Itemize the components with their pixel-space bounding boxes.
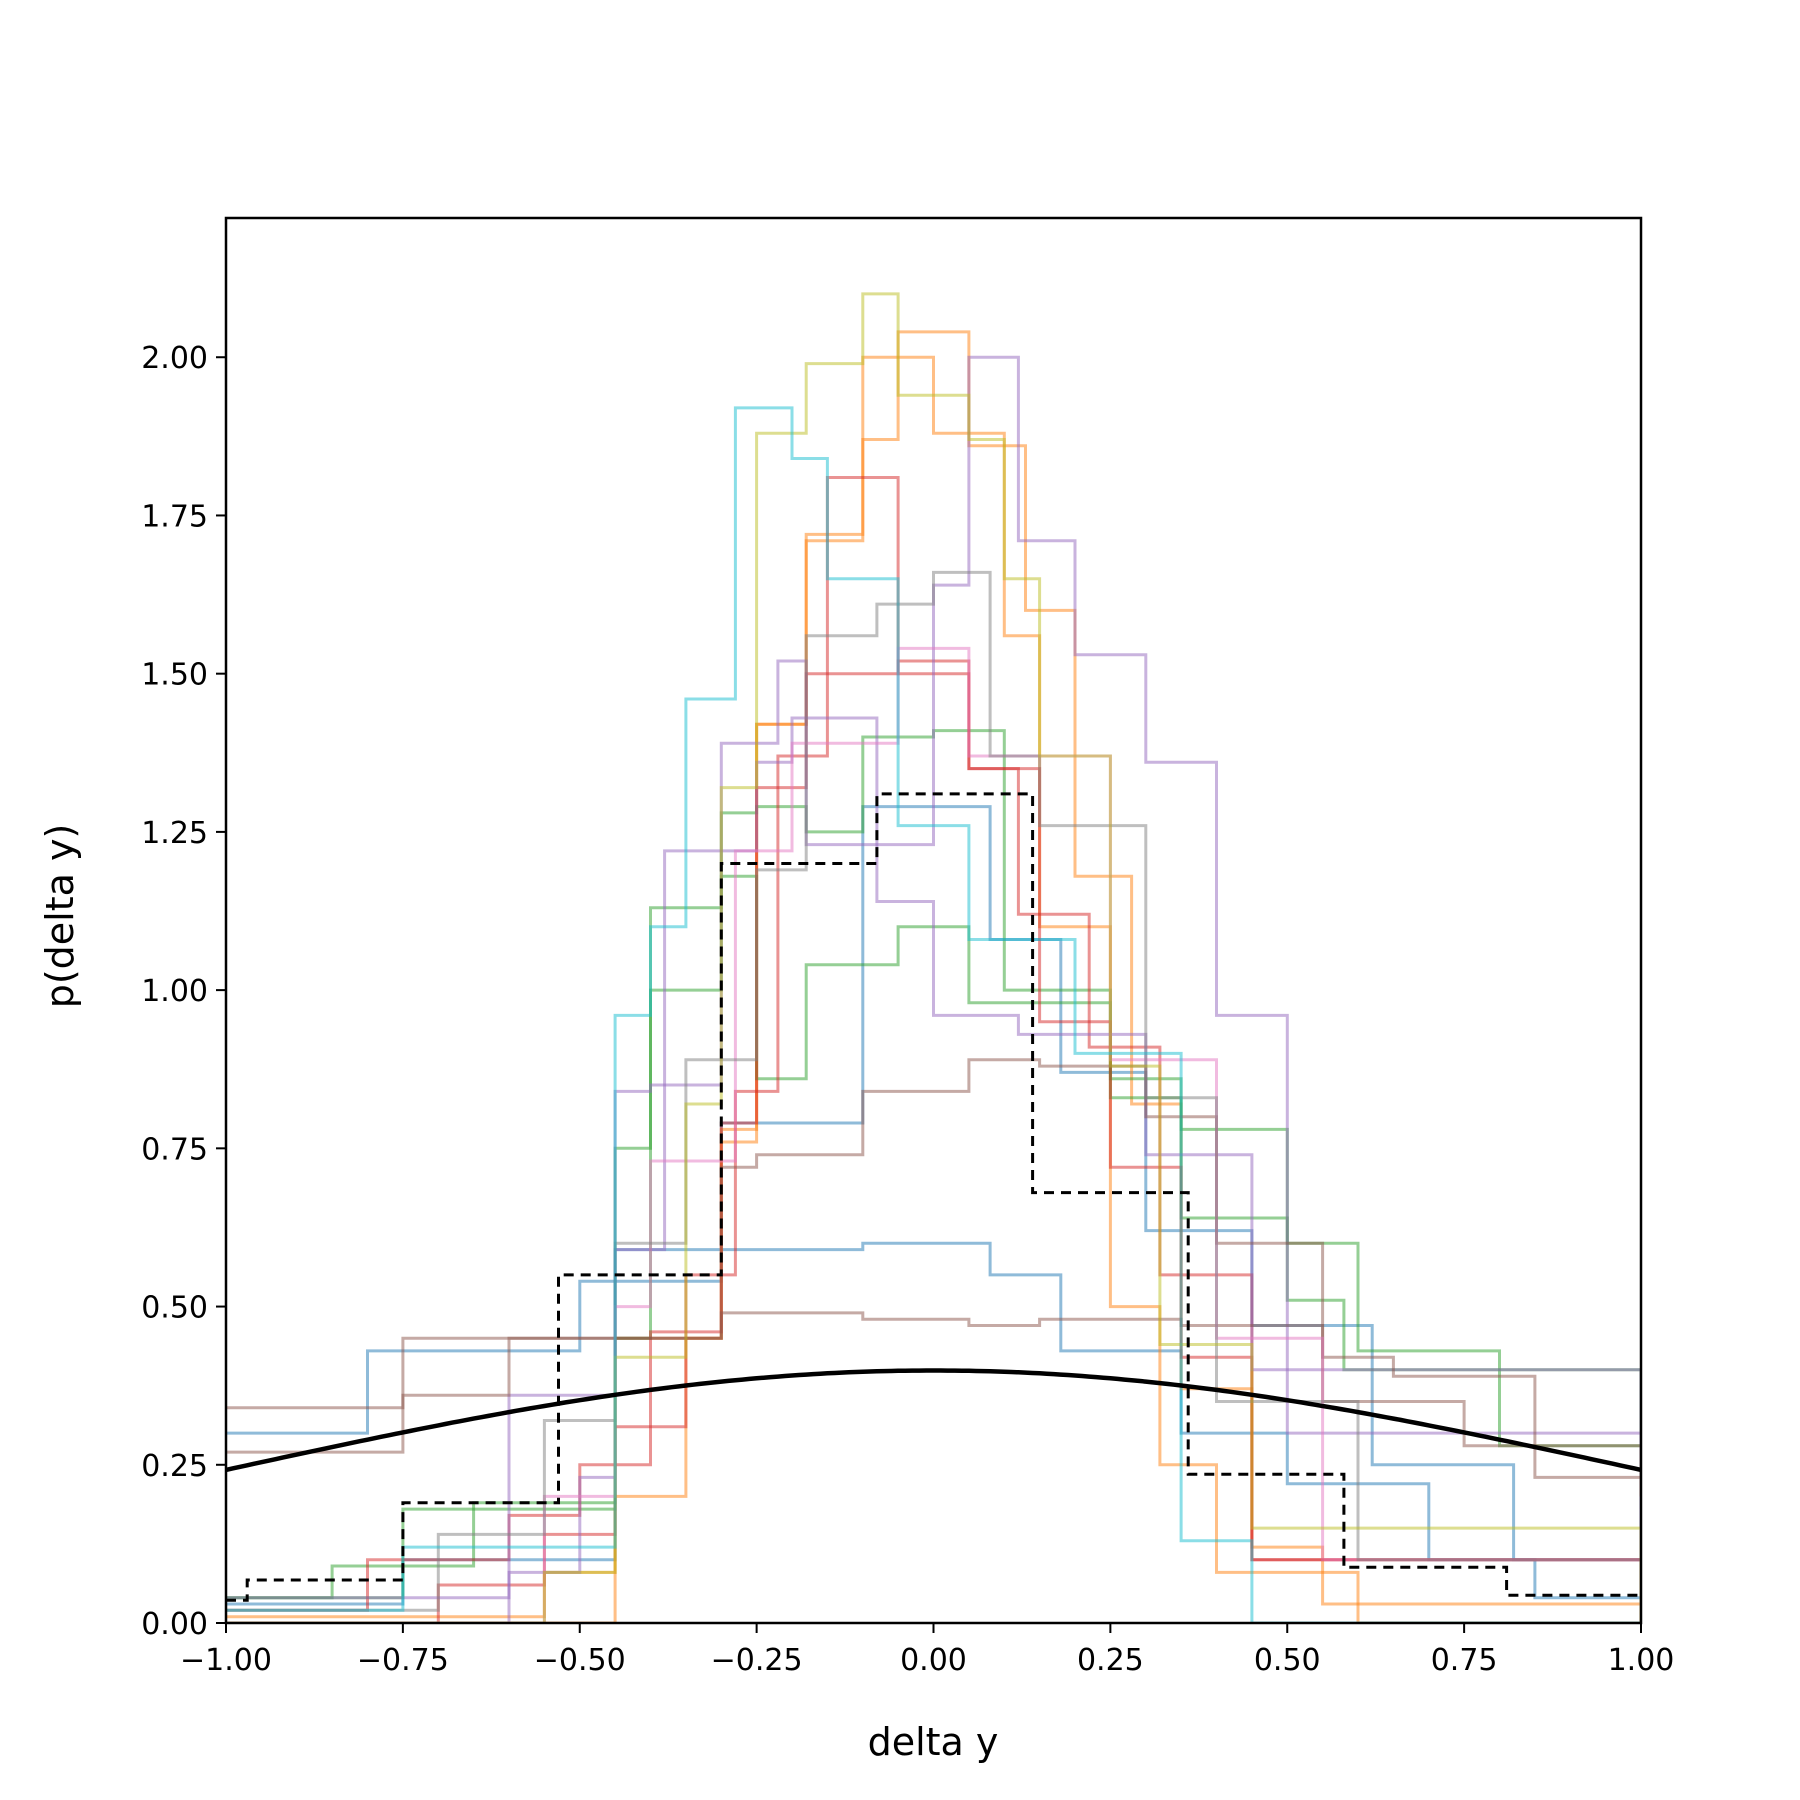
histogram-series-11 <box>226 1058 1641 1497</box>
x-tick-label: −0.75 <box>357 1643 449 1678</box>
y-tick-label: 1.00 <box>141 974 208 1009</box>
y-tick-label: 1.25 <box>141 816 208 851</box>
y-tick-label: 0.50 <box>141 1291 208 1326</box>
plot-area <box>226 292 1641 1623</box>
x-tick-label: 1.00 <box>1608 1643 1675 1678</box>
x-tick-label: 0.75 <box>1431 1643 1498 1678</box>
y-tick-label: 1.50 <box>141 658 208 693</box>
x-tick-label: −0.50 <box>534 1643 626 1678</box>
y-tick-label: 2.00 <box>141 341 208 376</box>
y-tick-label: 0.75 <box>141 1132 208 1167</box>
histogram-series-10 <box>226 1311 1641 1497</box>
histogram-series-14 <box>226 292 1641 1623</box>
y-axis-title: p(delta y) <box>38 824 82 1009</box>
axes: −1.00 −0.75 −0.50 −0.25 0.00 0.25 0.50 0.75 1.00… <box>141 216 1675 1678</box>
y-tick-label: 0.00 <box>141 1607 208 1642</box>
y-tick-label: 1.75 <box>141 499 208 534</box>
x-tick-label: 0.00 <box>900 1643 967 1678</box>
histogram-series-15 <box>226 406 1641 1623</box>
x-tick-label: −0.25 <box>711 1643 803 1678</box>
x-axis-title: delta y <box>868 1720 999 1764</box>
histogram-series-13 <box>226 570 1641 1623</box>
x-tick-label: −1.00 <box>180 1643 272 1678</box>
x-tick-label: 0.25 <box>1077 1643 1144 1678</box>
normal-pdf-curve <box>226 1368 1641 1473</box>
dashed-histogram-series <box>226 792 1641 1602</box>
x-tick-label: 0.50 <box>1254 1643 1321 1678</box>
y-tick-label: 0.25 <box>141 1449 208 1484</box>
